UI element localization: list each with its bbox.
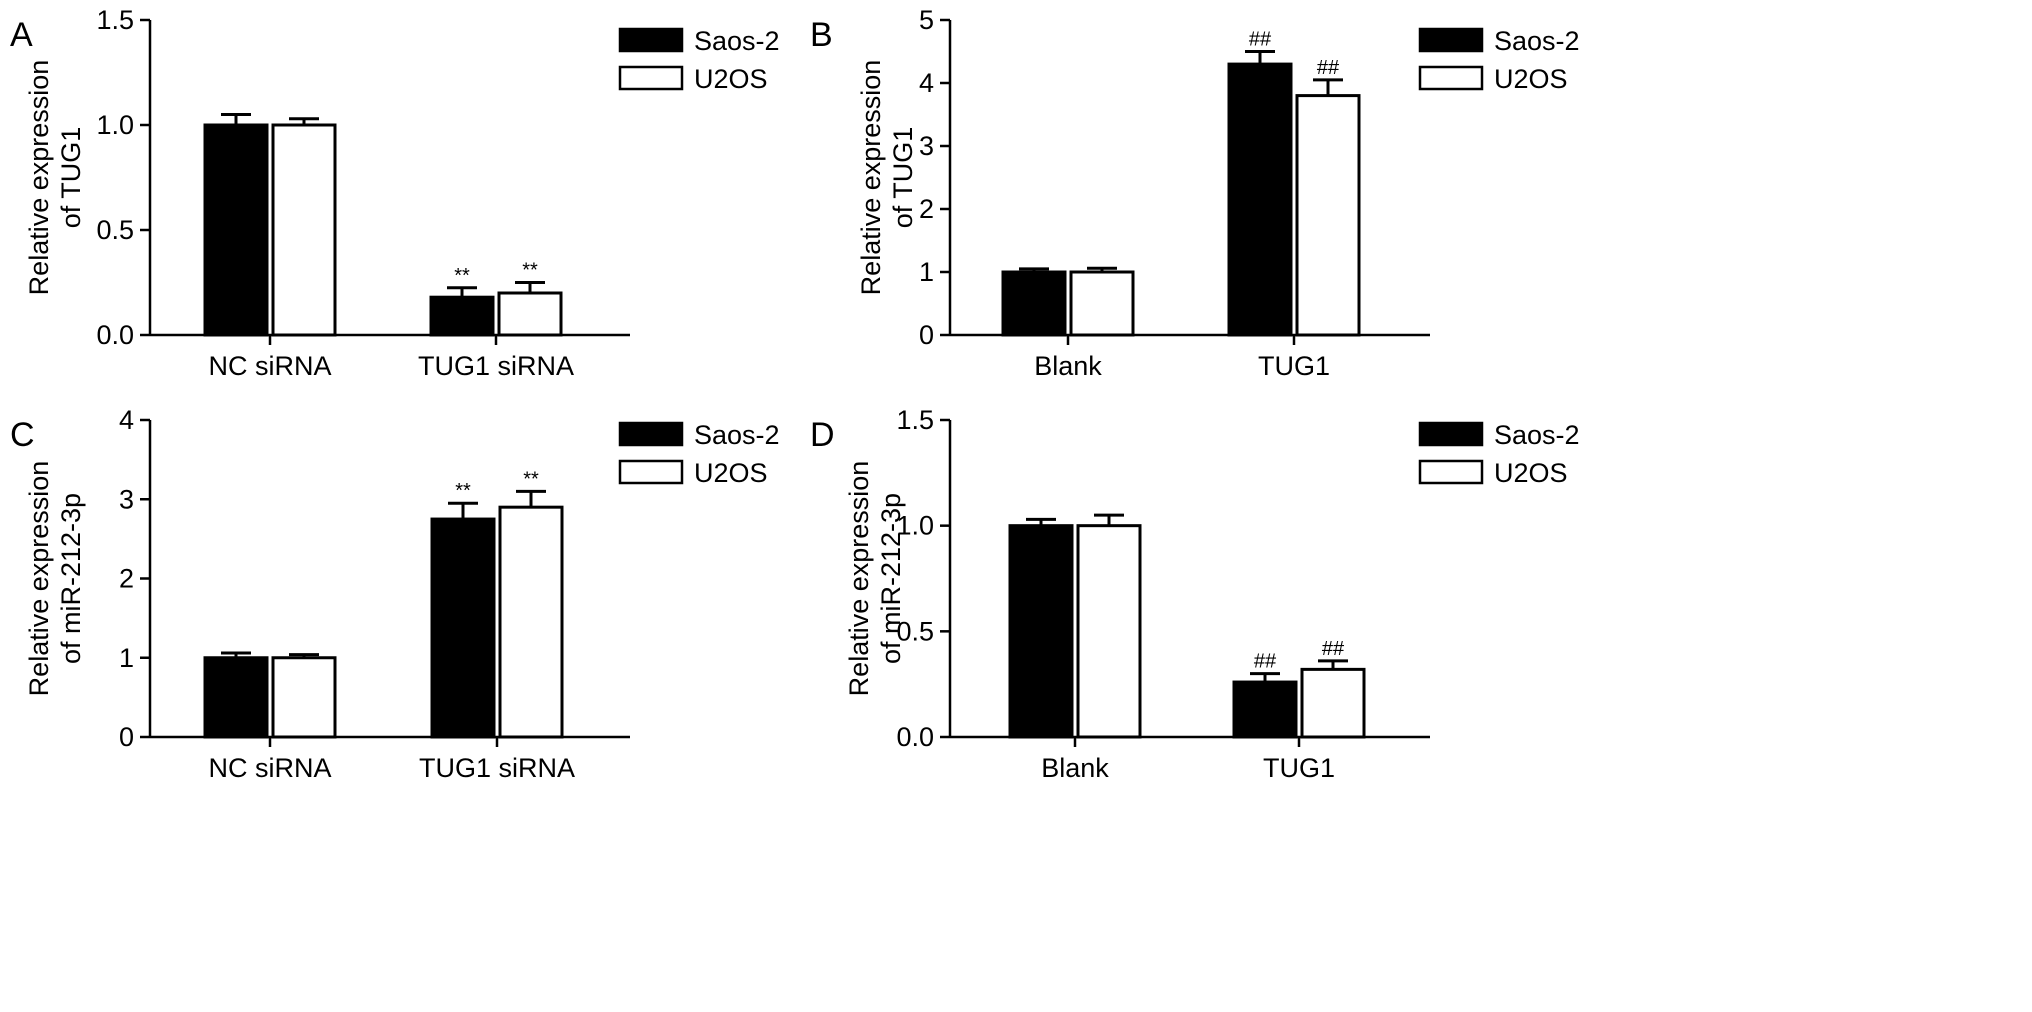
y-tick-label: 1.0: [96, 110, 134, 140]
panel-label: A: [10, 16, 33, 54]
y-tick-label: 0.5: [96, 215, 134, 245]
y-tick-label: 4: [919, 68, 934, 98]
panel-label: D: [810, 416, 835, 454]
legend-label-u2os: U2OS: [1494, 458, 1568, 488]
y-tick-label: 1.5: [896, 405, 934, 435]
significance-marker: ##: [1322, 638, 1345, 660]
bar-saos2: [429, 295, 495, 337]
legend-swatch-u2os: [618, 65, 684, 91]
legend-swatch-u2os: [1418, 459, 1484, 485]
y-axis-label-line: of miR-212-3p: [876, 493, 906, 664]
significance-marker: **: [454, 265, 470, 287]
significance-marker: ##: [1254, 651, 1277, 673]
bar-u2os: [1069, 270, 1135, 337]
panel-d: D 0.0 0.5 1.0 1.5 Relative expressionof miR-2…: [810, 405, 1580, 783]
legend-label-saos2: Saos-2: [694, 26, 780, 56]
y-axis-label-line: of TUG1: [888, 127, 918, 229]
x-category-label: Blank: [1041, 753, 1109, 783]
significance-marker: ##: [1317, 57, 1340, 79]
bar-saos2: [1008, 524, 1074, 739]
x-category-label: TUG1 siRNA: [418, 351, 574, 381]
y-tick-label: 1: [119, 643, 134, 673]
bar-u2os: [1076, 524, 1142, 739]
y-axis-label: Relative expressionof miR-212-3p: [24, 461, 86, 697]
x-category-label: Blank: [1034, 351, 1102, 381]
bar-u2os: [271, 656, 337, 739]
significance-marker: ##: [1249, 29, 1272, 51]
y-tick-label: 0.0: [96, 320, 134, 350]
bar-saos2: [203, 123, 269, 337]
legend-label-u2os: U2OS: [694, 64, 768, 94]
legend-label-saos2: Saos-2: [694, 420, 780, 450]
legend-swatch-saos2: [618, 421, 684, 447]
panel-label: B: [810, 16, 833, 54]
bar-u2os: [497, 291, 563, 337]
significance-marker: **: [455, 480, 471, 502]
y-tick-label: 5: [919, 5, 934, 35]
legend-swatch-saos2: [1418, 421, 1484, 447]
y-tick-label: 2: [919, 194, 934, 224]
legend-label-u2os: U2OS: [694, 458, 768, 488]
panel-c: C 0 1 2 3 4 Relative expressionof miR-212-3p NC…: [10, 405, 780, 783]
panel-label: C: [10, 416, 35, 454]
legend-swatch-saos2: [618, 27, 684, 53]
bar-u2os: [1300, 667, 1366, 739]
legend-label-saos2: Saos-2: [1494, 26, 1580, 56]
y-tick-label: 3: [119, 484, 134, 514]
y-axis-label-line: Relative expression: [856, 60, 886, 296]
y-axis-label: Relative expressionof miR-212-3p: [844, 461, 906, 697]
x-category-label: TUG1 siRNA: [419, 753, 575, 783]
bar-saos2: [1227, 62, 1293, 337]
y-tick-label: 0: [919, 320, 934, 350]
x-category-label: TUG1: [1258, 351, 1330, 381]
x-category-label: NC siRNA: [208, 753, 331, 783]
bar-saos2: [203, 656, 269, 739]
y-axis-label-line: Relative expression: [24, 60, 54, 296]
y-axis-label-line: of miR-212-3p: [56, 493, 86, 664]
bar-u2os: [498, 505, 564, 739]
y-tick-label: 1: [919, 257, 934, 287]
legend-swatch-u2os: [1418, 65, 1484, 91]
legend-label-saos2: Saos-2: [1494, 420, 1580, 450]
y-axis-label: Relative expressionof TUG1: [856, 60, 918, 296]
legend-label-u2os: U2OS: [1494, 64, 1568, 94]
y-axis-label-line: Relative expression: [24, 461, 54, 697]
bar-saos2: [1232, 680, 1298, 739]
bar-saos2: [1001, 270, 1067, 337]
bar-saos2: [430, 517, 496, 739]
panel-a: A 0.0 0.5 1.0 1.5 Relative expressionof TUG1 N…: [10, 5, 780, 381]
y-tick-label: 0.0: [896, 722, 934, 752]
y-tick-label: 0: [119, 722, 134, 752]
x-category-label: TUG1: [1263, 753, 1335, 783]
bar-u2os: [271, 123, 337, 337]
bar-u2os: [1295, 94, 1361, 337]
y-axis-label: Relative expressionof TUG1: [24, 60, 86, 296]
y-tick-label: 2: [119, 564, 134, 594]
legend-swatch-u2os: [618, 459, 684, 485]
significance-marker: **: [523, 468, 539, 490]
y-tick-label: 0.5: [896, 616, 934, 646]
y-axis-label-line: of TUG1: [56, 127, 86, 229]
y-tick-label: 4: [119, 405, 134, 435]
y-axis-label-line: Relative expression: [844, 461, 874, 697]
y-tick-label: 3: [919, 131, 934, 161]
x-category-label: NC siRNA: [208, 351, 331, 381]
legend-swatch-saos2: [1418, 27, 1484, 53]
y-tick-label: 1.5: [96, 5, 134, 35]
significance-marker: **: [522, 260, 538, 282]
y-tick-label: 1.0: [896, 511, 934, 541]
